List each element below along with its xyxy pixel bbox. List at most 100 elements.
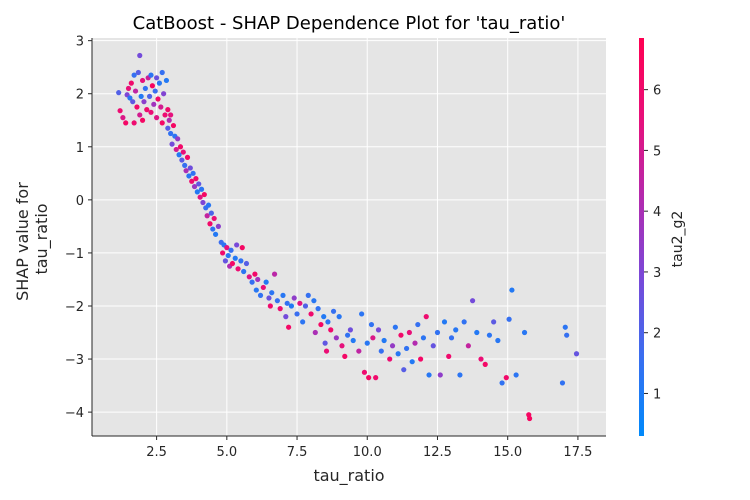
scatter-point: [125, 85, 132, 92]
scatter-point: [162, 112, 168, 118]
scatter-point: [179, 157, 185, 163]
scatter-point: [283, 314, 289, 320]
scatter-point: [117, 108, 123, 114]
scatter-point: [152, 88, 158, 94]
scatter-point: [315, 306, 321, 312]
scatter-points: [116, 52, 580, 422]
scatter-point: [389, 343, 396, 349]
scatter-point: [137, 112, 143, 118]
scatter-point: [368, 321, 375, 328]
scatter-point: [234, 242, 240, 248]
scatter-point: [149, 83, 155, 89]
scatter-point: [333, 335, 339, 341]
scatter-point: [478, 356, 484, 362]
scatter-point: [491, 319, 497, 325]
scatter-point: [381, 337, 387, 344]
colorbar-label: tau2_g2: [670, 211, 686, 268]
scatter-point: [228, 247, 234, 253]
scatter-point: [212, 231, 219, 237]
scatter-point: [461, 319, 467, 325]
scatter-point: [280, 292, 286, 298]
y-axis-label-line-2: tau_ratio: [32, 203, 52, 274]
scatter-point: [142, 85, 148, 92]
scatter-point: [146, 93, 153, 99]
scatter-point: [336, 314, 342, 320]
scatter-point: [375, 327, 382, 333]
scatter-point: [189, 178, 195, 184]
scatter-point: [328, 327, 334, 333]
scatter-point: [154, 75, 160, 81]
scatter-point: [266, 295, 272, 301]
scatter-point: [194, 189, 200, 195]
scatter-point: [453, 327, 459, 333]
scatter-point: [204, 213, 210, 219]
grid: [92, 38, 606, 436]
scatter-point: [132, 88, 139, 94]
y-tick-label: 2: [76, 88, 84, 103]
scatter-point: [222, 258, 229, 264]
scatter-point: [330, 308, 337, 314]
scatter-point: [252, 271, 258, 277]
y-tick-label: 0: [76, 194, 84, 209]
scatter-point: [378, 348, 384, 354]
scatter-point: [361, 369, 368, 375]
scatter-point: [420, 335, 427, 341]
scatter-point: [144, 107, 150, 113]
scatter-point: [154, 115, 160, 121]
scatter-point: [224, 245, 230, 251]
scatter-point: [387, 356, 393, 362]
scatter-point: [521, 329, 528, 336]
scatter-point: [225, 252, 231, 259]
scatter-point: [186, 173, 192, 179]
scatter-point: [347, 327, 354, 333]
scatter-point: [342, 353, 348, 359]
scatter-point: [457, 372, 463, 378]
scatter-point: [423, 314, 429, 320]
scatter-point: [211, 215, 217, 222]
scatter-point: [441, 319, 448, 325]
scatter-point: [339, 343, 345, 349]
scatter-point: [180, 149, 186, 155]
scatter-point: [165, 125, 171, 131]
scatter-point: [235, 266, 241, 272]
scatter-point: [260, 284, 266, 291]
scatter-point: [474, 329, 480, 336]
scatter-point: [197, 194, 203, 200]
colorbar: [639, 38, 644, 436]
scatter-point: [177, 144, 184, 150]
x-tick-label: 15.0: [493, 445, 522, 460]
scatter-point: [437, 372, 443, 378]
scatter-point: [366, 375, 372, 381]
scatter-point: [294, 311, 300, 317]
scatter-point: [482, 361, 488, 367]
scatter-point: [297, 300, 303, 306]
scatter-point: [138, 93, 144, 99]
colorbar-tick-label: 1: [653, 387, 661, 402]
scatter-point: [175, 136, 181, 142]
scatter-point: [286, 324, 292, 330]
scatter-point: [418, 356, 424, 362]
x-tick-label: 5.0: [216, 445, 237, 460]
scatter-point: [269, 290, 275, 296]
scatter-point: [486, 332, 493, 338]
scatter-point: [220, 250, 226, 256]
y-tick-label: −1: [65, 247, 84, 262]
scatter-point: [448, 335, 455, 341]
scatter-point: [191, 183, 198, 190]
scatter-point: [168, 130, 174, 137]
scatter-point: [344, 332, 351, 338]
scatter-point: [249, 279, 255, 285]
scatter-point: [163, 77, 170, 84]
scatter-point: [564, 332, 570, 338]
scatter-point: [255, 276, 261, 283]
y-tick-label: −2: [65, 300, 84, 315]
scatter-point: [426, 372, 432, 378]
scatter-point: [116, 90, 122, 96]
scatter-point: [207, 221, 213, 227]
scatter-point: [267, 303, 273, 309]
colorbar-tick-label: 6: [653, 84, 661, 99]
axes: 2.5 5.0 7.5 10.0 12.5 15.0 17.5 3 2 1 0 −1 −2 −3 −4: [65, 35, 606, 460]
scatter-point: [246, 274, 252, 280]
x-tick-label: 2.5: [146, 445, 167, 460]
